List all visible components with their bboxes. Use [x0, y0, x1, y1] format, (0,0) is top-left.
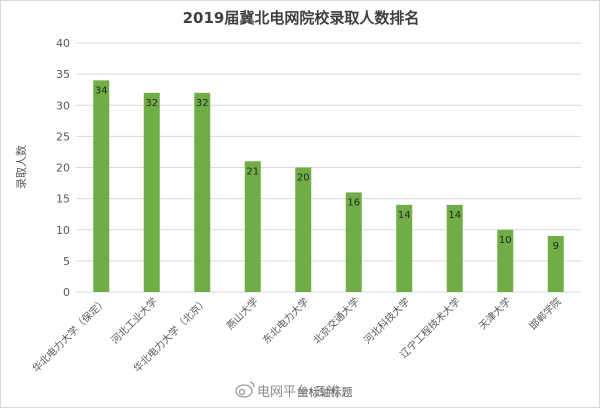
data-label: 9	[553, 241, 559, 252]
bar	[497, 229, 514, 292]
bar	[446, 204, 463, 292]
y-axis-label: 录取人数	[15, 145, 28, 189]
y-tick-label: 0	[63, 286, 70, 299]
bar	[143, 92, 160, 292]
data-label: 14	[448, 210, 461, 221]
bar	[547, 235, 564, 292]
data-label: 10	[499, 235, 512, 246]
watermark-text: 电网平台-云辨	[257, 385, 340, 400]
x-axis-label: 坐标轴标题	[298, 385, 353, 399]
data-label: 20	[297, 173, 310, 184]
y-tick-label: 10	[56, 224, 70, 237]
x-tick-label: 燕山大学	[223, 295, 260, 332]
data-labels: 34 32 32 21 20 16 14 14 10 9	[95, 85, 559, 252]
x-tick-label: 河北科技大学	[361, 295, 413, 347]
weibo-icon	[235, 381, 255, 398]
y-tick-label: 35	[56, 68, 70, 81]
y-tick-label: 20	[56, 162, 70, 175]
y-axis-ticks: 0 5 10 15 20 25 30 35 40	[56, 37, 70, 299]
y-tick-label: 40	[56, 37, 70, 50]
y-tick-label: 5	[63, 255, 70, 268]
x-tick-label: 华北电力大学（保定）	[29, 295, 109, 375]
y-tick-label: 15	[56, 193, 70, 206]
data-label: 14	[398, 210, 411, 221]
data-label: 16	[347, 197, 360, 208]
bar	[194, 92, 211, 292]
data-label: 32	[145, 98, 158, 109]
x-tick-label: 北京交通大学	[310, 295, 362, 347]
bar	[244, 161, 261, 292]
data-label: 32	[196, 98, 209, 109]
data-label: 34	[95, 85, 108, 96]
bars	[93, 80, 564, 292]
watermark: 电网平台-云辨	[235, 381, 340, 400]
x-tick-label: 邯郸学院	[526, 295, 563, 332]
chart-title: 2019届冀北电网院校录取人数排名	[183, 9, 420, 27]
x-tick-label: 东北电力大学	[260, 295, 312, 347]
data-label: 21	[246, 166, 259, 177]
gridlines	[76, 42, 581, 293]
x-tick-label: 河北工业大学	[108, 295, 160, 347]
x-tick-label: 天津大学	[476, 295, 513, 332]
bar	[295, 167, 312, 292]
bar	[396, 204, 413, 292]
y-tick-label: 30	[56, 99, 70, 112]
bar	[93, 80, 110, 292]
bar	[345, 192, 362, 292]
y-tick-label: 25	[56, 130, 70, 143]
